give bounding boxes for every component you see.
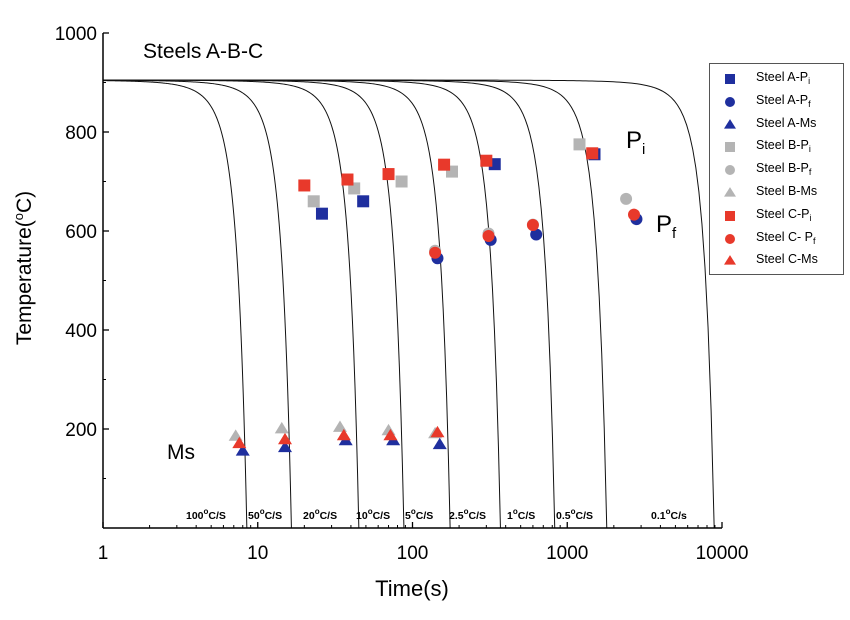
y-tick-label: 800	[65, 123, 97, 144]
legend-marker-shape	[725, 96, 735, 107]
legend-marker	[725, 210, 735, 221]
legend-label: Steel A-Pf	[756, 92, 811, 109]
cooling-curve	[103, 79, 715, 528]
legend-label: Steel B-Pi	[756, 138, 811, 155]
x-tick-label: 10	[247, 543, 268, 564]
data-point	[336, 428, 351, 441]
legend-marker	[724, 118, 736, 129]
legend-marker-shape	[724, 118, 736, 129]
legend-marker-shape	[725, 233, 735, 244]
y-tick-label: 200	[65, 420, 97, 441]
data-point	[628, 208, 641, 221]
x-tick-label: 1000	[546, 543, 588, 564]
cooling-rate-label: 100oC/S	[186, 507, 226, 522]
pi-annotation: Pi	[626, 127, 645, 158]
cooling-curve	[103, 79, 292, 528]
data-point	[383, 428, 398, 441]
data-point	[432, 437, 447, 450]
cooling-rate-label: 0.1oC/s	[651, 507, 687, 522]
x-tick-label: 100	[397, 543, 429, 564]
cooling-rate-label: 5oC/S	[405, 507, 433, 522]
legend-marker-shape	[725, 210, 735, 221]
y-tick-label: 400	[65, 321, 97, 342]
data-point	[526, 219, 539, 232]
legend-marker	[725, 233, 735, 244]
cooling-curve	[102, 80, 248, 528]
legend-label: Steel A-Ms	[756, 115, 817, 130]
chart-title: Steels A-B-C	[143, 40, 263, 63]
legend-label: Steel B-Pf	[756, 161, 812, 178]
cooling-rate-label: 10oC/S	[356, 507, 390, 522]
cooling-rate-label: 1oC/S	[507, 507, 535, 522]
data-point	[438, 158, 451, 171]
x-tick-label: 1	[98, 543, 109, 564]
legend-marker	[724, 255, 736, 266]
data-point	[278, 440, 293, 453]
data-point	[620, 192, 633, 205]
cooling-rate-label: 50oC/S	[248, 507, 282, 522]
cooling-rate-label: 20oC/S	[303, 507, 337, 522]
data-point	[278, 432, 293, 445]
data-point	[586, 147, 599, 160]
legend-marker	[724, 187, 736, 197]
data-point	[298, 179, 311, 192]
data-point	[357, 195, 370, 208]
x-tick-label: 10000	[696, 543, 749, 564]
legend-marker-shape	[724, 187, 736, 197]
data-point	[315, 207, 328, 220]
data-point	[307, 195, 320, 208]
data-point	[341, 173, 354, 186]
cooling-rate-label: 2.5oC/S	[449, 507, 486, 522]
legend-marker-shape	[724, 255, 736, 266]
legend-label: Steel C- Pf	[756, 229, 816, 246]
legend-marker	[725, 142, 735, 153]
cooling-curve	[103, 79, 501, 528]
cooling-curve	[102, 79, 451, 528]
y-axis-title: Temperature(oC)	[11, 191, 36, 345]
y-tick-label: 1000	[55, 24, 97, 45]
legend-marker	[725, 96, 735, 107]
data-point	[395, 175, 408, 188]
legend-marker-shape	[725, 165, 735, 176]
legend-label: Steel B-Ms	[756, 184, 818, 198]
data-point	[429, 246, 442, 259]
data-point	[332, 420, 347, 432]
data-point	[530, 228, 543, 241]
data-point	[480, 154, 493, 167]
legend-label: Steel C-Pi	[756, 206, 812, 223]
cooling-rate-label: 0.5oC/S	[556, 507, 593, 522]
legend-label: Steel C-Ms	[756, 252, 818, 267]
legend-marker-shape	[725, 74, 735, 84]
legend-marker	[725, 74, 735, 84]
y-tick-label: 600	[65, 222, 97, 243]
pf-annotation: Pf	[656, 211, 677, 242]
data-point	[274, 421, 289, 434]
data-point	[482, 229, 495, 242]
ms-annotation: Ms	[167, 441, 195, 464]
legend-label: Steel A-Pi	[756, 70, 811, 86]
cooling-curve	[103, 79, 360, 528]
data-point	[382, 168, 395, 181]
axes: 200 400 600 800 1000 1 10 100 1000 10000	[55, 24, 749, 564]
data-point	[430, 425, 445, 438]
data-markers	[228, 138, 643, 456]
legend-marker	[725, 165, 735, 176]
legend-marker-shape	[725, 142, 735, 153]
x-axis-title: Time(s)	[375, 576, 449, 601]
data-point	[573, 138, 586, 151]
data-point	[232, 436, 247, 449]
legend	[709, 63, 844, 275]
cooling-curve	[102, 79, 405, 528]
chart-labels: Time(s) Temperature(oC) Steels A-B-C Pi Pf Ms…	[11, 40, 687, 601]
cooling-curves	[102, 79, 715, 528]
data-point	[235, 444, 250, 456]
